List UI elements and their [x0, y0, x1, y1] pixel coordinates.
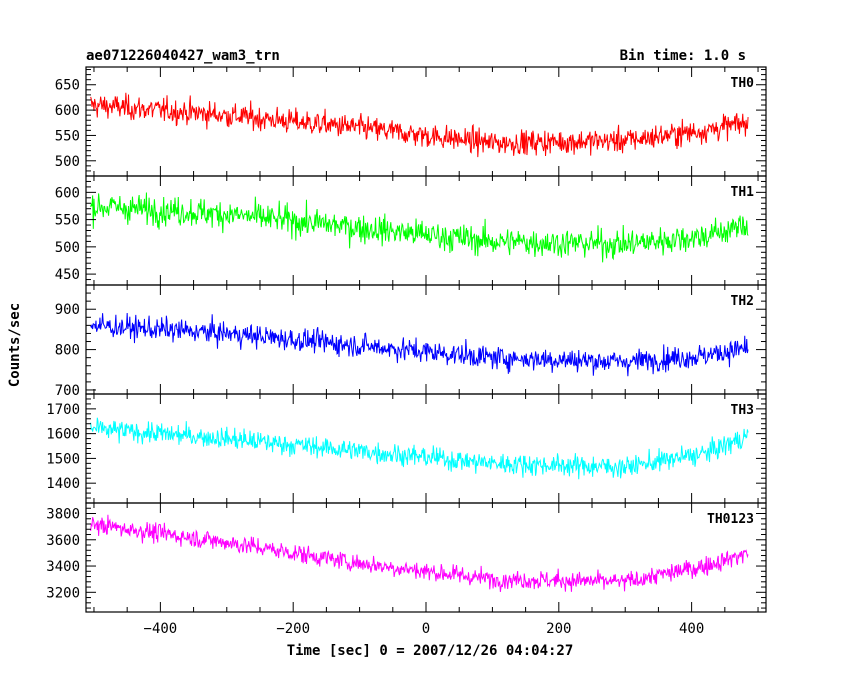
panel-th0123: 3200 3400 3600 3800 TH0123 — [46, 502, 767, 613]
y-tick-label: 1600 — [46, 427, 80, 443]
panels-group: 500 550 600 650 TH0 450 500 550 600 TH1 700 800 900 T… — [46, 66, 767, 637]
panel-label: TH0 — [731, 76, 755, 91]
y-tick-label: 450 — [55, 267, 80, 283]
y-tick-label: 600 — [55, 103, 80, 119]
series-th1-line — [90, 192, 749, 263]
panel-frame — [85, 393, 767, 504]
series-th0123-line — [90, 514, 749, 593]
x-tick-label: 0 — [422, 621, 430, 637]
y-tick-label: 1400 — [46, 476, 80, 492]
y-tick-label: 650 — [55, 78, 80, 94]
panel-label: TH1 — [731, 185, 755, 200]
x-axis-label: Time [sec] 0 = 2007/12/26 04:04:27 — [287, 643, 574, 659]
y-tick-label: 3800 — [46, 507, 80, 523]
panel-th3: 1400 1500 1600 1700 TH3 — [46, 393, 767, 504]
y-tick-label: 1700 — [46, 402, 80, 418]
y-tick-label: 500 — [55, 154, 80, 170]
y-tick-label: 800 — [55, 343, 80, 359]
y-axis-label: Counts/sec — [7, 303, 23, 387]
panel-frame — [85, 66, 767, 177]
panel-th2: 700 800 900 TH2 — [55, 284, 767, 399]
x-tick-label: −200 — [276, 621, 310, 637]
chart-title: ae071226040427_wam3_trn — [86, 48, 280, 64]
panel-frame — [85, 502, 767, 613]
panel-label: TH0123 — [707, 512, 754, 527]
panel-label: TH2 — [731, 294, 754, 309]
y-tick-label: 3400 — [46, 559, 80, 575]
x-tick-label: −400 — [144, 621, 178, 637]
y-tick-label: 3600 — [46, 533, 80, 549]
bin-time-label: Bin time: 1.0 s — [620, 48, 746, 64]
y-tick-label: 700 — [55, 383, 80, 399]
series-th3-line — [90, 417, 749, 480]
y-tick-label: 550 — [55, 213, 80, 229]
y-tick-label: 1500 — [46, 451, 80, 467]
x-tick-label: 400 — [679, 621, 704, 637]
panel-frame — [85, 284, 767, 395]
y-tick-label: 900 — [55, 302, 80, 318]
y-tick-label: 600 — [55, 185, 80, 201]
panel-th1: 450 500 550 600 TH1 — [55, 175, 767, 286]
y-tick-label: 550 — [55, 128, 80, 144]
y-tick-label: 3200 — [46, 585, 80, 601]
series-th2-line — [90, 312, 749, 377]
panel-label: TH3 — [731, 403, 754, 418]
y-tick-label: 500 — [55, 240, 80, 256]
x-tick-label: 200 — [546, 621, 571, 637]
panel-th0: 500 550 600 650 TH0 — [55, 66, 767, 177]
series-th0-line — [90, 92, 749, 158]
